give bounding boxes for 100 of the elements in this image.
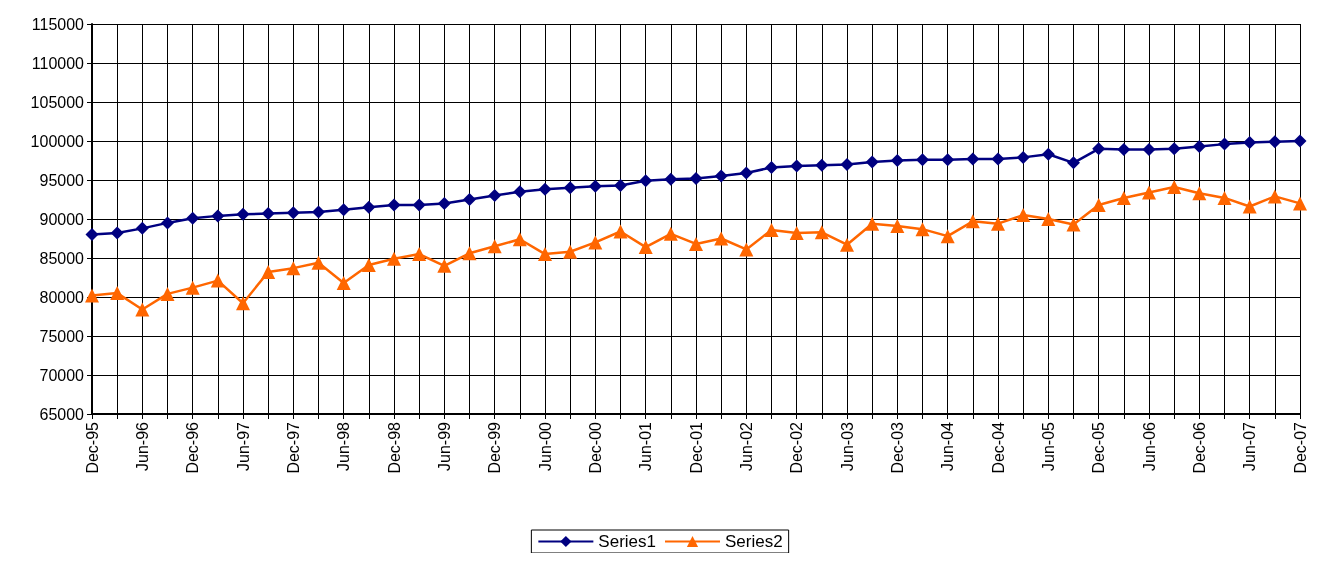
point (110, 286, 125, 301)
point (311, 255, 326, 270)
point (1293, 196, 1307, 211)
point (337, 203, 351, 217)
point (336, 275, 351, 290)
point (412, 198, 426, 212)
point (362, 200, 376, 214)
point (1066, 217, 1081, 232)
point (865, 216, 880, 231)
point (462, 246, 477, 261)
x-tick-label: Jun-04 (939, 421, 957, 471)
point (1117, 143, 1131, 157)
x-tick-label: Dec-00 (586, 421, 604, 474)
x-tick-label: Jun-06 (1140, 421, 1158, 471)
point (614, 178, 627, 192)
x-tick-label: Dec-04 (989, 421, 1007, 474)
y-tick-label: 115000 (31, 15, 85, 33)
point (236, 296, 250, 311)
point (161, 216, 174, 230)
x-tick-label: Jun-03 (838, 421, 856, 471)
point (815, 158, 829, 172)
point (940, 229, 955, 244)
y-tick-label: 75000 (39, 327, 85, 345)
point (1192, 139, 1206, 153)
point (487, 239, 502, 254)
point (890, 219, 905, 234)
point (790, 159, 804, 173)
x-tick-label: Jun-99 (435, 421, 453, 471)
point (1267, 189, 1282, 204)
point (588, 235, 603, 250)
y-tick-label: 90000 (39, 210, 85, 228)
point (890, 154, 904, 167)
point (638, 240, 653, 255)
x-tick-label: Dec-95 (83, 421, 101, 474)
x-tick-label: Jun-00 (536, 421, 554, 471)
point (1041, 212, 1056, 226)
point (664, 172, 678, 186)
point (85, 288, 99, 303)
point (1016, 208, 1031, 223)
point (991, 216, 1005, 231)
point (1041, 147, 1055, 161)
point (1192, 186, 1207, 201)
point (1067, 156, 1080, 170)
point (689, 171, 703, 185)
point (965, 214, 980, 229)
point (286, 261, 301, 276)
point (1167, 180, 1182, 195)
point (1268, 135, 1282, 149)
point (538, 247, 552, 262)
point (312, 205, 325, 219)
point (512, 232, 527, 247)
point (814, 225, 829, 240)
legend-label: Series2 (725, 532, 783, 551)
point (85, 228, 99, 242)
point (1091, 197, 1106, 212)
x-tick-label: Dec-97 (284, 421, 302, 474)
x-tick-label: Dec-07 (1291, 421, 1309, 474)
y-tick-label: 65000 (39, 405, 85, 423)
x-tick-label: Jun-01 (637, 421, 655, 471)
point (663, 226, 678, 241)
x-tick-label: Jun-07 (1241, 421, 1259, 471)
point (613, 224, 628, 239)
point (739, 242, 754, 257)
x-tick-label: Jun-98 (335, 421, 353, 471)
point (739, 166, 753, 180)
y-tick-label: 80000 (39, 288, 85, 306)
point (286, 206, 300, 220)
legend-label: Series1 (598, 532, 656, 551)
point (236, 207, 250, 221)
point (789, 226, 804, 241)
point (387, 198, 401, 212)
point (1016, 150, 1030, 164)
point (1217, 190, 1232, 205)
point (463, 193, 476, 206)
x-tick-label: Dec-06 (1190, 421, 1208, 474)
point (387, 251, 401, 266)
y-tick-label: 110000 (31, 54, 85, 72)
x-tick-label: Dec-02 (788, 421, 806, 474)
point (765, 161, 778, 175)
point (211, 209, 225, 223)
point (764, 222, 779, 237)
point (361, 258, 376, 273)
point (1142, 185, 1156, 200)
point (135, 302, 150, 317)
point (135, 221, 149, 235)
point (966, 152, 980, 166)
point (588, 179, 602, 193)
point (1242, 199, 1257, 214)
x-tick-label: Dec-99 (486, 421, 504, 474)
point (865, 155, 879, 169)
point (991, 152, 1005, 166)
point (412, 247, 427, 262)
point (538, 182, 552, 196)
y-tick-label: 85000 (39, 249, 85, 267)
point (1293, 134, 1307, 148)
point (1243, 136, 1257, 150)
point (916, 153, 929, 167)
x-tick-label: Jun-02 (737, 421, 755, 471)
point (185, 280, 200, 295)
point (261, 265, 276, 280)
